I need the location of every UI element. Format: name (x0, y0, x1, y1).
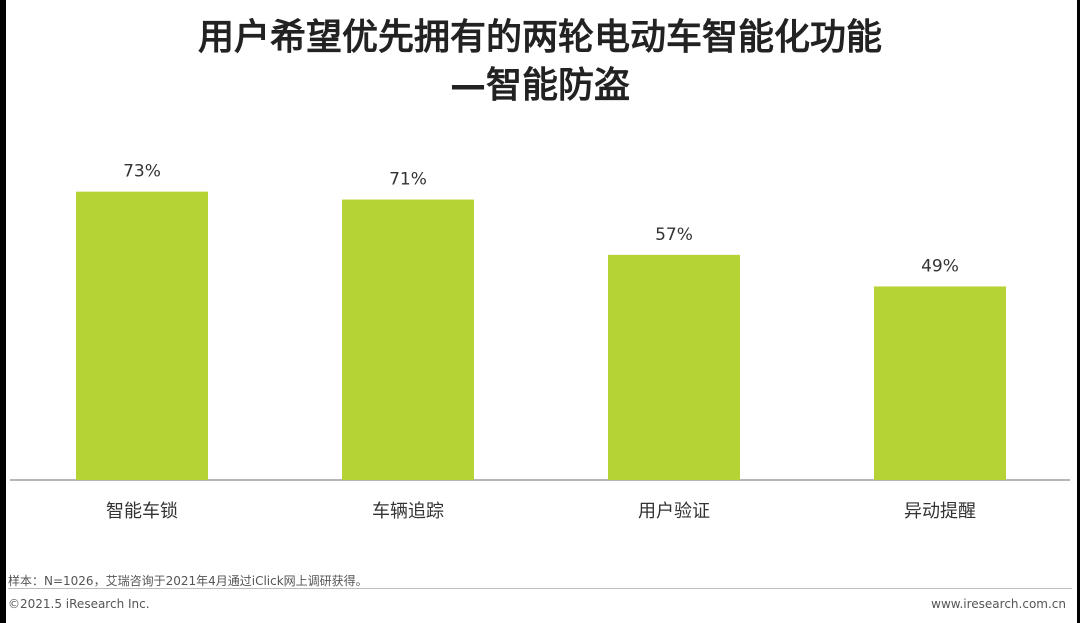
right-edge-border (1077, 0, 1080, 623)
bar-data-label: 71% (389, 170, 427, 190)
footer-divider-top (8, 588, 1072, 589)
left-edge-border (0, 0, 6, 623)
x-tick-label: 用户验证 (638, 501, 710, 522)
x-tick-label: 车辆追踪 (372, 501, 444, 522)
website-link[interactable]: www.iresearch.com.cn (931, 597, 1066, 611)
bar (342, 199, 474, 481)
bar (874, 286, 1006, 480)
bar (76, 191, 208, 480)
copyright-text: ©2021.5 iResearch Inc. (8, 597, 150, 611)
x-tick-label: 异动提醒 (904, 501, 976, 522)
source-note: 样本：N=1026，艾瑞咨询于2021年4月通过iClick网上调研获得。 (8, 574, 368, 588)
bar-data-label: 57% (655, 225, 693, 245)
chart-title: 用户希望优先拥有的两轮电动车智能化功能 —智能防盗 (0, 14, 1080, 110)
x-tick-label: 智能车锁 (106, 501, 178, 522)
bar-data-label: 73% (123, 162, 161, 182)
bar (608, 254, 740, 480)
bar-data-label: 49% (921, 256, 959, 276)
bar-chart: 73% 智能车锁 71% 车辆追踪 57% 用户验证 49% 异动提醒 (10, 162, 1070, 522)
chart-title-line-2: —智能防盗 (449, 65, 630, 106)
chart-title-line-1: 用户希望优先拥有的两轮电动车智能化功能 (197, 17, 882, 58)
